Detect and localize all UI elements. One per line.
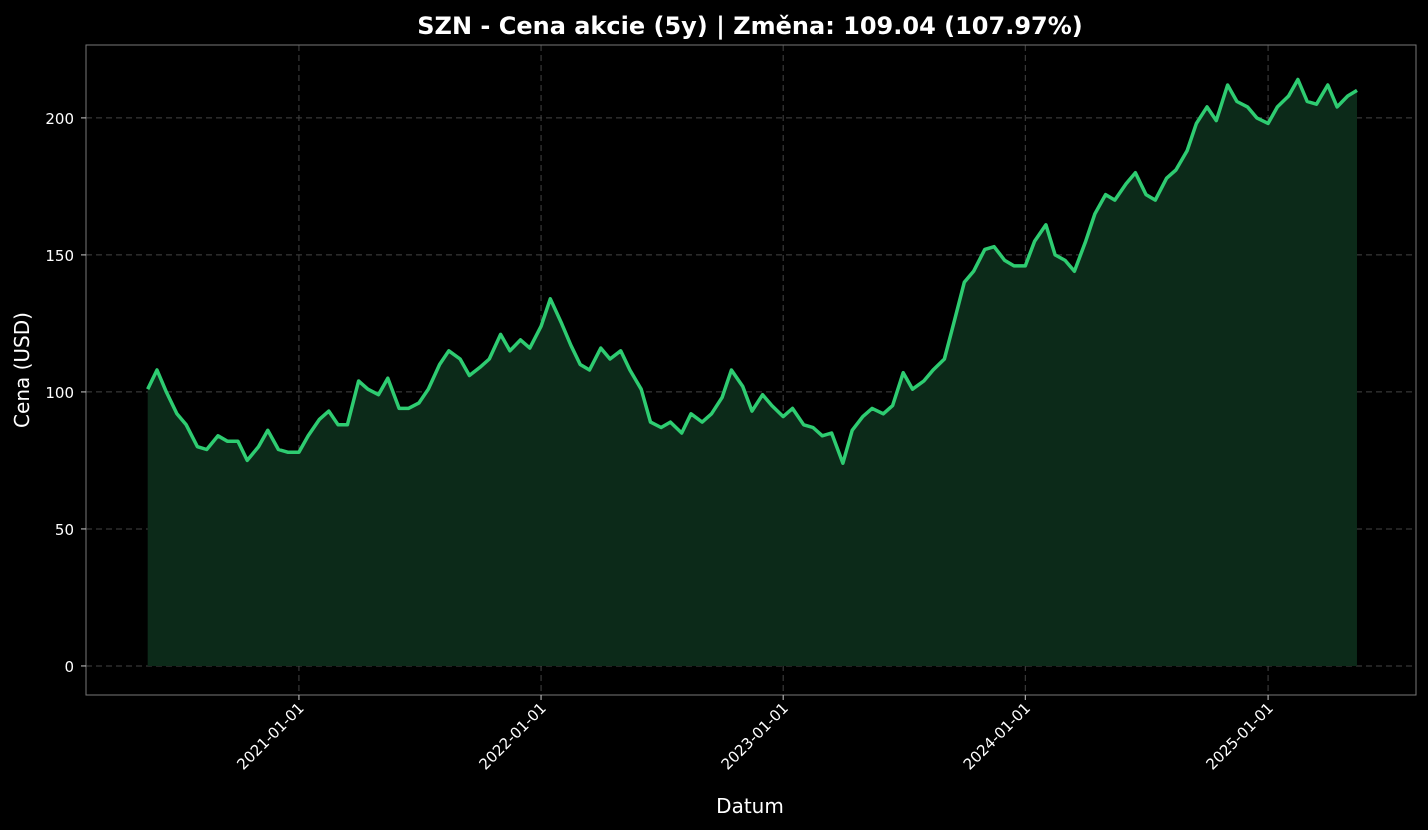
y-tick-label: 0 (64, 658, 74, 676)
y-tick-label: 50 (55, 521, 74, 539)
y-axis-label: Cena (USD) (10, 312, 34, 428)
x-axis-label: Datum (716, 794, 784, 818)
y-tick-label: 150 (45, 247, 74, 265)
plot-area (86, 45, 1416, 695)
y-tick-label: 200 (45, 110, 74, 128)
axes-frame (85, 44, 1417, 696)
chart-title: SZN - Cena akcie (5y) | Změna: 109.04 (1… (417, 12, 1082, 40)
y-tick-label: 100 (45, 384, 74, 402)
line (146, 77, 1358, 465)
area (147, 79, 1357, 666)
